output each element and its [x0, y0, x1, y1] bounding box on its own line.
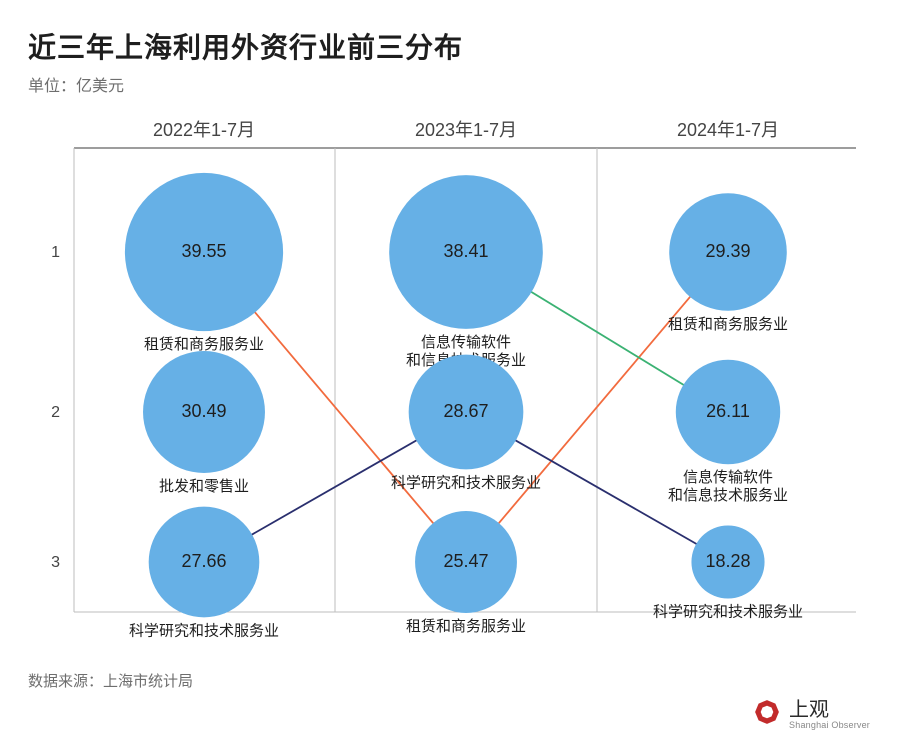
bubble-category: 和信息技术服务业: [668, 487, 788, 504]
bubble-value: 30.49: [181, 401, 226, 421]
bubble-category: 租赁和商务服务业: [668, 316, 788, 333]
rank-tick: 1: [51, 244, 60, 261]
chart-title: 近三年上海利用外资行业前三分布: [28, 26, 872, 66]
logo-text-wrap: 上观 Shanghai Observer: [781, 693, 870, 730]
bubble-rank-chart: 2022年1-7月 2023年1-7月 2024年1-7月 1 2 3 39.55 租赁和商务…: [28, 112, 872, 652]
bubble-value: 18.28: [705, 551, 750, 571]
bubble-value: 25.47: [443, 551, 488, 571]
bubble-category: 批发和零售业: [159, 478, 249, 495]
chart-container: 2022年1-7月 2023年1-7月 2024年1-7月 1 2 3 39.55 租赁和商务…: [28, 112, 872, 652]
logo-icon: [753, 698, 781, 726]
rank-tick: 3: [51, 554, 60, 571]
period-label: 2022年1-7月: [153, 120, 255, 140]
brand-logo: 上观 Shanghai Observer: [753, 693, 870, 730]
bubble-value: 26.11: [706, 401, 750, 421]
bubble-category: 信息传输软件: [683, 469, 773, 486]
bubble-category: 信息传输软件: [421, 334, 511, 351]
rank-tick: 2: [51, 404, 60, 421]
bubble-category: 科学研究和技术服务业: [653, 604, 803, 621]
unit-label: 单位：亿美元: [28, 72, 872, 96]
bubble-value: 28.67: [443, 401, 488, 421]
period-label: 2023年1-7月: [415, 120, 517, 140]
bubble-value: 27.66: [181, 551, 226, 571]
bubble-category: 科学研究和技术服务业: [129, 622, 279, 639]
logo-brand: 上观: [789, 699, 829, 721]
bubble-category: 租赁和商务服务业: [406, 618, 526, 635]
bubble-value: 29.39: [705, 241, 750, 261]
source-label: 数据来源：上海市统计局: [28, 670, 872, 691]
bubble-value: 38.41: [443, 241, 488, 261]
period-label: 2024年1-7月: [677, 120, 779, 140]
bubble-category: 租赁和商务服务业: [144, 336, 264, 353]
logo-sub: Shanghai Observer: [789, 720, 870, 730]
page: 近三年上海利用外资行业前三分布 单位：亿美元 2022年1-7月 2023年1-7…: [0, 0, 900, 744]
bubble-category: 科学研究和技术服务业: [391, 474, 541, 491]
bubble-value: 39.55: [181, 241, 226, 261]
